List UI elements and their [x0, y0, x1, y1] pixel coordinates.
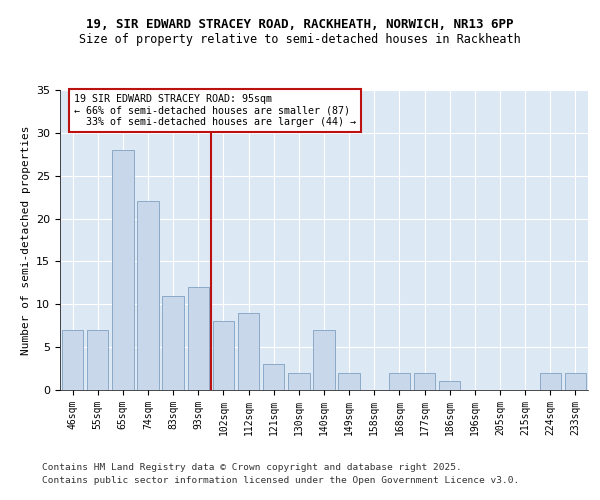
- Bar: [188, 287, 209, 390]
- Bar: [439, 382, 460, 390]
- Bar: [389, 373, 410, 390]
- Bar: [87, 330, 109, 390]
- Bar: [163, 296, 184, 390]
- Bar: [338, 373, 360, 390]
- Text: 19 SIR EDWARD STRACEY ROAD: 95sqm
← 66% of semi-detached houses are smaller (87): 19 SIR EDWARD STRACEY ROAD: 95sqm ← 66% …: [74, 94, 356, 128]
- Text: Contains public sector information licensed under the Open Government Licence v3: Contains public sector information licen…: [42, 476, 519, 485]
- Bar: [414, 373, 435, 390]
- Bar: [137, 202, 158, 390]
- Bar: [112, 150, 134, 390]
- Bar: [313, 330, 335, 390]
- Text: Contains HM Land Registry data © Crown copyright and database right 2025.: Contains HM Land Registry data © Crown c…: [42, 464, 462, 472]
- Bar: [565, 373, 586, 390]
- Bar: [288, 373, 310, 390]
- Y-axis label: Number of semi-detached properties: Number of semi-detached properties: [20, 125, 31, 355]
- Bar: [213, 322, 234, 390]
- Bar: [539, 373, 561, 390]
- Text: Size of property relative to semi-detached houses in Rackheath: Size of property relative to semi-detach…: [79, 32, 521, 46]
- Bar: [238, 313, 259, 390]
- Bar: [263, 364, 284, 390]
- Text: 19, SIR EDWARD STRACEY ROAD, RACKHEATH, NORWICH, NR13 6PP: 19, SIR EDWARD STRACEY ROAD, RACKHEATH, …: [86, 18, 514, 30]
- Bar: [62, 330, 83, 390]
